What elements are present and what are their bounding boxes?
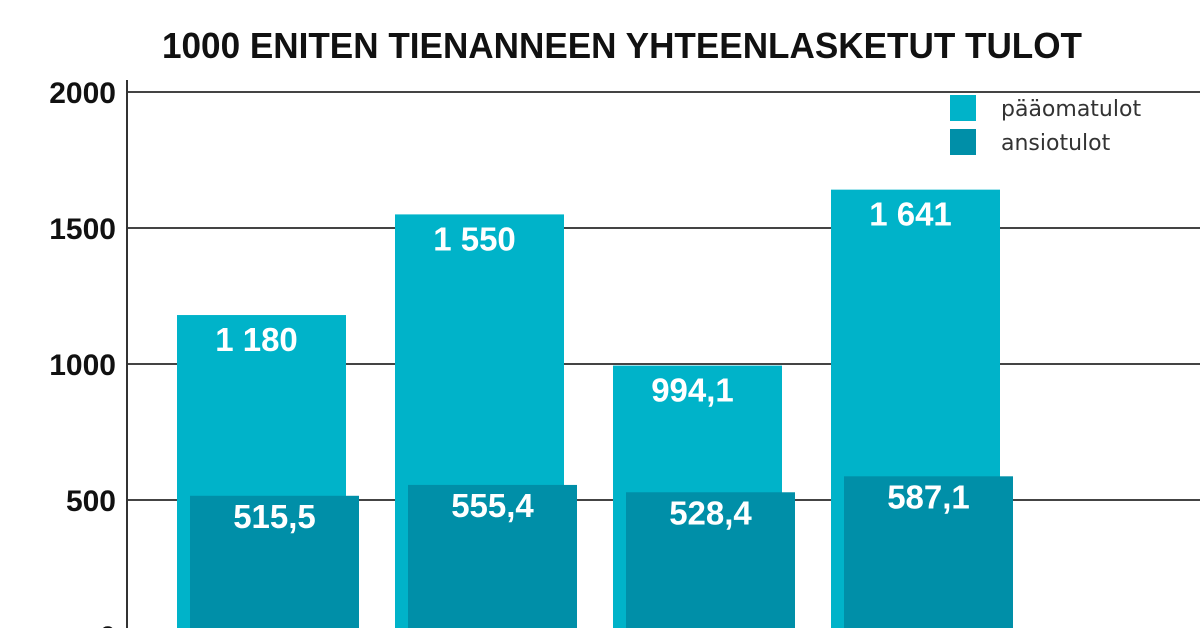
bar-ansiotulot (626, 492, 795, 628)
data-labels: 1 180 1 550 994,1 1 641 515,5 555,4 528,4 587,1 (215, 196, 970, 535)
data-label: 1 180 (215, 321, 298, 358)
y-tick-label: 1000 (49, 349, 116, 382)
data-label: 994,1 (651, 372, 734, 409)
bar-ansiotulot (844, 476, 1013, 628)
bar-ansiotulot (190, 495, 359, 628)
legend-swatch (950, 95, 976, 121)
data-label: 1 550 (433, 220, 516, 257)
legend-label: ansiotulot (1001, 131, 1111, 156)
data-label: 555,4 (451, 487, 534, 524)
data-label: 528,4 (669, 494, 752, 531)
data-label: 515,5 (233, 498, 316, 535)
y-tick-label: 1500 (49, 213, 116, 246)
legend: pääomatulot ansiotulot (950, 95, 1141, 156)
bars (177, 189, 1013, 628)
legend-swatch (950, 129, 976, 155)
y-tick-label: 2000 (49, 77, 116, 110)
y-tick-label: 0 (99, 621, 116, 628)
data-label: 587,1 (887, 478, 970, 515)
legend-label: pääomatulot (1001, 97, 1141, 122)
y-axis-ticks: 0 500 1000 1500 2000 (49, 77, 116, 628)
bar-ansiotulot (408, 484, 577, 628)
y-tick-label: 500 (66, 485, 116, 518)
data-label: 1 641 (869, 196, 952, 233)
chart-title: 1000 ENITEN TIENANNEEN YHTEENLASKETUT TU… (162, 25, 1082, 66)
